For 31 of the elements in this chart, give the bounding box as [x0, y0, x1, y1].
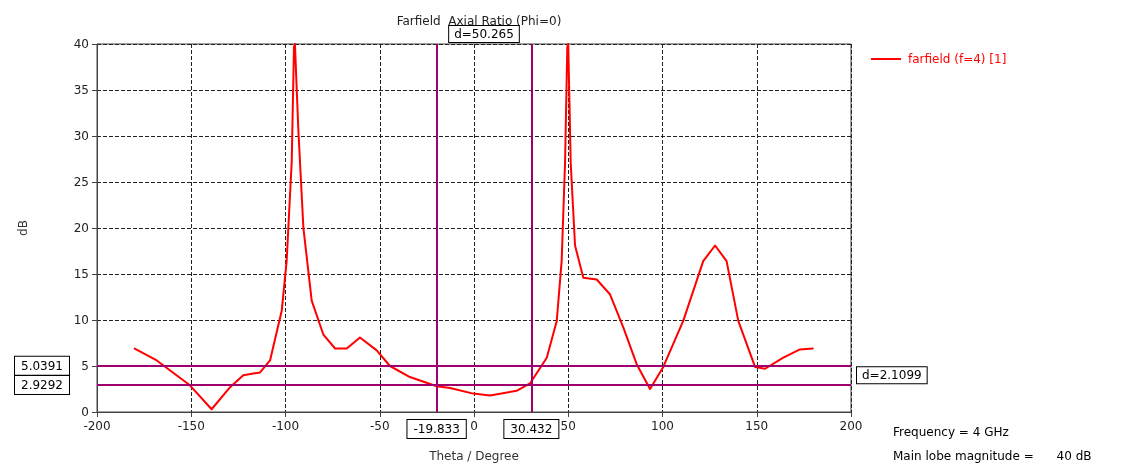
ref-line-label: 2.9292 — [21, 378, 63, 393]
y-tick-label: 5 — [81, 359, 89, 373]
x-axis-title: Theta / Degree — [428, 449, 519, 463]
ref-line-label: 5.0391 — [21, 358, 63, 373]
x-tick-label: 200 — [839, 419, 863, 433]
y-tick-label: 10 — [73, 313, 89, 327]
x-tick-label: 100 — [651, 419, 674, 433]
y-tick-label: 0 — [81, 405, 89, 419]
text: d=2.1099 — [862, 368, 922, 383]
ref-line-label: -19.833 — [413, 422, 460, 436]
y-tick-label: 20 — [73, 221, 89, 235]
text: Main lobe magnitude = 40 dB — [893, 449, 1092, 463]
y-tick-label: 15 — [73, 267, 89, 281]
y-tick-label: 40 — [73, 37, 89, 51]
y-tick-label: 35 — [73, 83, 89, 97]
chart-title: Farfield Axial Ratio (Phi=0) — [396, 14, 562, 28]
x-tick-label: -50 — [369, 419, 390, 433]
text: Frequency = 4 GHz — [893, 425, 1009, 439]
legend-label: farfield (f=4) [1] — [908, 52, 1007, 66]
y-tick-label: 25 — [73, 175, 89, 189]
y-axis-title: dB — [16, 220, 30, 236]
x-tick-label: -100 — [271, 419, 300, 433]
y-tick-label: 30 — [73, 129, 89, 143]
x-tick-label: 150 — [745, 419, 769, 433]
x-tick-label: -200 — [83, 419, 111, 433]
x-tick-label: 50 — [560, 419, 576, 433]
line-series — [133, 43, 814, 411]
x-tick-label: -150 — [177, 419, 205, 433]
x-tick-label: 0 — [470, 419, 478, 433]
ref-line-label: 30.432 — [510, 422, 553, 436]
text: d=50.265 — [454, 27, 514, 41]
